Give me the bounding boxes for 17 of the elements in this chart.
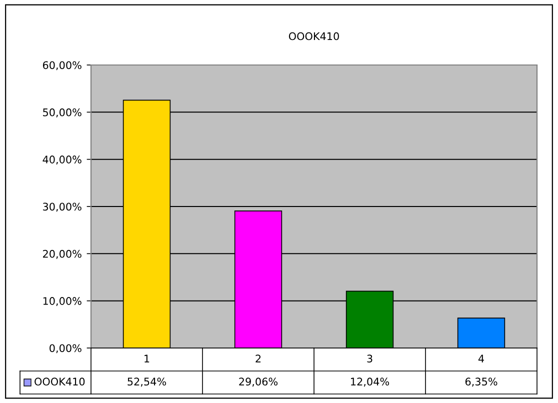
text: OOOK410 bbox=[34, 378, 85, 386]
data-label: 29,06% bbox=[239, 378, 278, 387]
x-tick-label: 3 bbox=[367, 354, 372, 363]
y-tick-label: 0,00% bbox=[50, 344, 82, 354]
y-tick-label: 60,00% bbox=[42, 61, 82, 70]
y-tick-label: 50,00% bbox=[43, 108, 82, 118]
chart-title: OOOK410 bbox=[288, 32, 339, 40]
data-label: 52,54% bbox=[128, 378, 166, 387]
y-tick-label: 20,00% bbox=[43, 250, 82, 259]
y-tick-label: 40,00% bbox=[42, 156, 82, 164]
x-tick-label: 4 bbox=[478, 354, 484, 362]
data-label: 6,35% bbox=[465, 378, 498, 387]
y-tick-label: 30,00% bbox=[43, 202, 82, 212]
x-tick-label: 1 bbox=[144, 354, 150, 362]
x-tick-label: 2 bbox=[256, 354, 261, 362]
y-tick-label: 10,00% bbox=[43, 297, 82, 306]
data-label: 12,04% bbox=[351, 378, 390, 387]
